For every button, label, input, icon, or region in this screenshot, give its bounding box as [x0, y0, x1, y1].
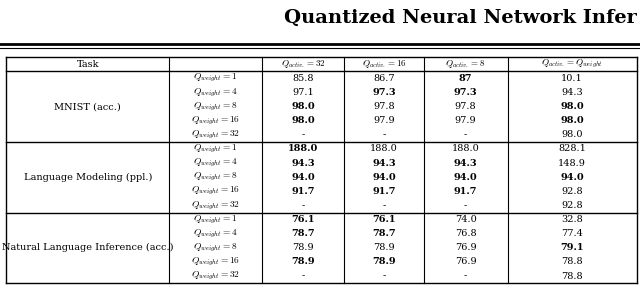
Text: 188.0: 188.0: [370, 144, 398, 154]
Text: 78.7: 78.7: [372, 229, 396, 238]
Text: 94.3: 94.3: [372, 159, 396, 168]
Text: 85.8: 85.8: [292, 74, 314, 83]
Text: $Q_{activ.} = 8$: $Q_{activ.} = 8$: [445, 58, 486, 70]
Text: 76.8: 76.8: [455, 229, 476, 238]
Text: 78.9: 78.9: [291, 257, 315, 267]
Text: 94.0: 94.0: [560, 173, 584, 182]
Text: $Q_{weight} = 32$: $Q_{weight} = 32$: [191, 129, 240, 141]
Text: -: -: [301, 272, 305, 281]
Text: $Q_{weight} = 8$: $Q_{weight} = 8$: [193, 100, 237, 113]
Text: 76.9: 76.9: [455, 257, 476, 267]
Text: Natural Language Inference (acc.): Natural Language Inference (acc.): [2, 243, 173, 253]
Text: $Q_{weight} = 32$: $Q_{weight} = 32$: [191, 270, 240, 282]
Text: 78.8: 78.8: [561, 272, 583, 281]
Text: $Q_{weight} = 16$: $Q_{weight} = 16$: [191, 115, 240, 127]
Text: -: -: [464, 272, 467, 281]
Text: 188.0: 188.0: [452, 144, 479, 154]
Text: 91.7: 91.7: [291, 187, 315, 196]
Text: $Q_{weight} = 1$: $Q_{weight} = 1$: [193, 72, 237, 84]
Text: Task: Task: [76, 60, 99, 69]
Text: 98.0: 98.0: [561, 130, 583, 139]
Text: $Q_{activ.} = 16$: $Q_{activ.} = 16$: [362, 58, 406, 70]
Text: 78.8: 78.8: [561, 257, 583, 267]
Text: MNIST (acc.): MNIST (acc.): [54, 102, 121, 111]
Text: 79.1: 79.1: [561, 243, 584, 252]
Text: -: -: [464, 201, 467, 210]
Text: 94.0: 94.0: [291, 173, 315, 182]
Text: 94.0: 94.0: [372, 173, 396, 182]
Text: 94.3: 94.3: [561, 88, 583, 97]
Text: 97.8: 97.8: [455, 102, 476, 111]
Text: 78.9: 78.9: [292, 243, 314, 252]
Text: 92.8: 92.8: [561, 187, 583, 196]
Text: -: -: [464, 130, 467, 139]
Text: 91.7: 91.7: [372, 187, 396, 196]
Text: 10.1: 10.1: [561, 74, 583, 83]
Text: $Q_{weight} = 1$: $Q_{weight} = 1$: [193, 213, 237, 226]
Text: -: -: [382, 130, 386, 139]
Text: 91.7: 91.7: [454, 187, 477, 196]
Text: 78.7: 78.7: [291, 229, 315, 238]
Text: 97.1: 97.1: [292, 88, 314, 97]
Text: -: -: [382, 201, 386, 210]
Text: 98.0: 98.0: [291, 102, 315, 111]
Text: $Q_{weight} = 16$: $Q_{weight} = 16$: [191, 185, 240, 197]
Text: $Q_{activ.} = Q_{weight}$: $Q_{activ.} = Q_{weight}$: [541, 58, 603, 70]
Text: 76.1: 76.1: [291, 215, 315, 224]
Text: 92.8: 92.8: [561, 201, 583, 210]
Text: 98.0: 98.0: [291, 116, 315, 125]
Text: 76.1: 76.1: [372, 215, 396, 224]
Text: $Q_{weight} = 8$: $Q_{weight} = 8$: [193, 171, 237, 183]
Text: -: -: [301, 130, 305, 139]
Text: 78.9: 78.9: [373, 243, 395, 252]
Text: -: -: [301, 201, 305, 210]
Text: 98.0: 98.0: [560, 116, 584, 125]
Text: $Q_{weight} = 4$: $Q_{weight} = 4$: [193, 86, 237, 99]
Text: 74.0: 74.0: [455, 215, 477, 224]
Text: Quantized Neural Network Infer: Quantized Neural Network Infer: [284, 9, 637, 27]
Text: -: -: [382, 272, 386, 281]
Text: 188.0: 188.0: [288, 144, 318, 154]
Text: 32.8: 32.8: [561, 215, 583, 224]
Text: 97.9: 97.9: [455, 116, 476, 125]
Text: $Q_{weight} = 4$: $Q_{weight} = 4$: [193, 157, 237, 169]
Text: $Q_{weight} = 4$: $Q_{weight} = 4$: [193, 228, 237, 240]
Text: 828.1: 828.1: [558, 144, 586, 154]
Text: 94.0: 94.0: [454, 173, 477, 182]
Text: Language Modeling (ppl.): Language Modeling (ppl.): [24, 173, 152, 182]
Text: $Q_{weight} = 16$: $Q_{weight} = 16$: [191, 256, 240, 268]
Text: 86.7: 86.7: [373, 74, 395, 83]
Text: $Q_{activ.} = 32$: $Q_{activ.} = 32$: [280, 58, 326, 70]
Text: 94.3: 94.3: [454, 159, 477, 168]
Text: 98.0: 98.0: [560, 102, 584, 111]
Text: 97.8: 97.8: [373, 102, 395, 111]
Text: 94.3: 94.3: [291, 159, 315, 168]
Text: 78.9: 78.9: [372, 257, 396, 267]
Text: $Q_{weight} = 1$: $Q_{weight} = 1$: [193, 143, 237, 155]
Text: 77.4: 77.4: [561, 229, 583, 238]
Text: 87: 87: [459, 74, 472, 83]
Text: 97.3: 97.3: [372, 88, 396, 97]
Text: 76.9: 76.9: [455, 243, 476, 252]
Text: 97.9: 97.9: [373, 116, 395, 125]
Text: 148.9: 148.9: [558, 159, 586, 168]
Text: $Q_{weight} = 32$: $Q_{weight} = 32$: [191, 199, 240, 212]
Text: 97.3: 97.3: [454, 88, 477, 97]
Text: $Q_{weight} = 8$: $Q_{weight} = 8$: [193, 242, 237, 254]
